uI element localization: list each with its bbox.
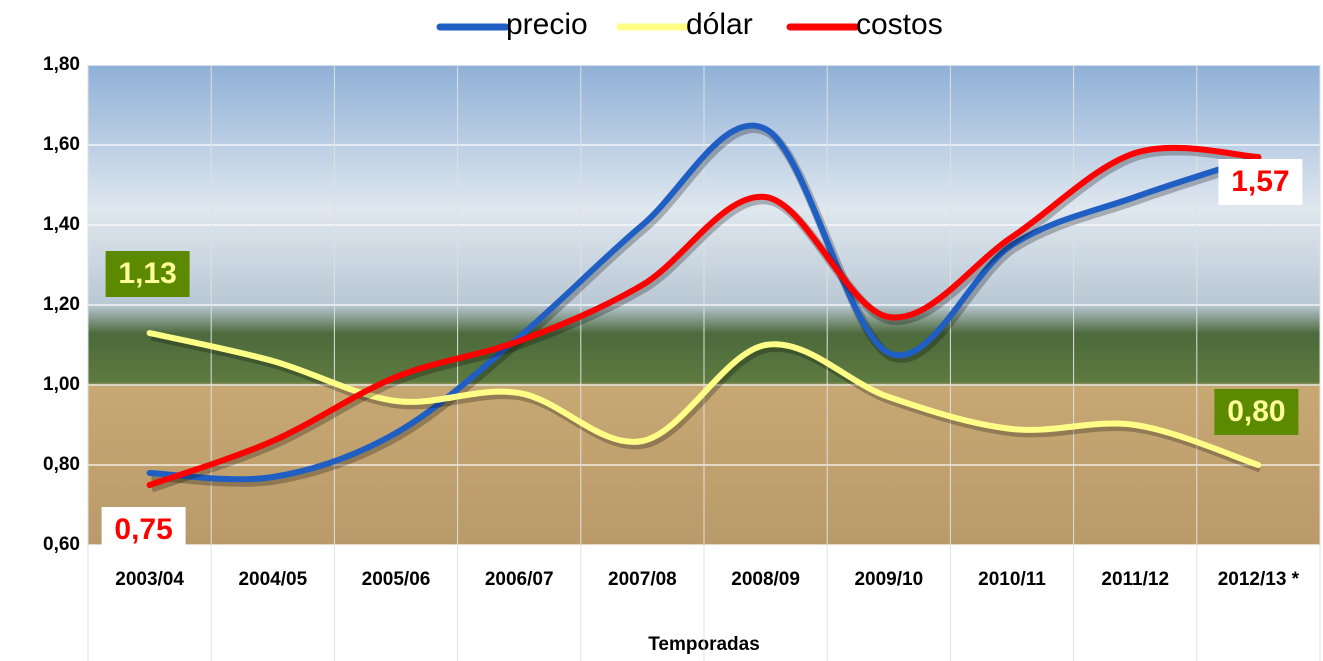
data-label: 0,75: [114, 513, 172, 546]
x-tick-label: 2011/12: [1101, 569, 1169, 590]
y-tick-label: 0,80: [43, 454, 80, 475]
series-line: [146, 122, 1262, 483]
y-tick-label: 0,60: [43, 534, 80, 555]
y-tick-label: 1,40: [43, 214, 80, 235]
y-tick-label: 1,60: [43, 134, 80, 155]
data-label: 1,13: [118, 257, 176, 290]
legend-label: precio: [506, 8, 588, 41]
data-label-box: [105, 251, 190, 297]
x-tick-label: 2004/05: [238, 569, 307, 590]
x-tick-label: 2012/13 *: [1218, 569, 1300, 590]
x-tick-label: 2003/04: [115, 569, 184, 590]
x-tick-label: 2006/07: [485, 569, 554, 590]
y-tick-label: 1,80: [43, 54, 80, 75]
data-label-box: [101, 507, 186, 553]
legend-label: dólar: [686, 8, 753, 41]
x-tick-label: 2010/11: [978, 569, 1046, 590]
legend-label: costos: [856, 8, 943, 41]
series-shadow: [150, 146, 1261, 493]
y-tick-label: 1,00: [43, 374, 80, 395]
data-label-box: [1214, 389, 1299, 435]
data-label-box: [1218, 159, 1303, 205]
x-tick-label: 2008/09: [731, 569, 800, 590]
series-line: [146, 330, 1262, 468]
x-tick-label: 2005/06: [362, 569, 431, 590]
series-line: [146, 144, 1262, 488]
series-shadow: [151, 124, 1262, 487]
y-tick-label: 1,20: [43, 294, 80, 315]
x-tick-label: 2007/08: [608, 569, 677, 590]
data-label: 0,80: [1227, 395, 1285, 428]
x-tick-label: 2009/10: [854, 569, 923, 590]
data-label: 1,57: [1231, 165, 1289, 198]
